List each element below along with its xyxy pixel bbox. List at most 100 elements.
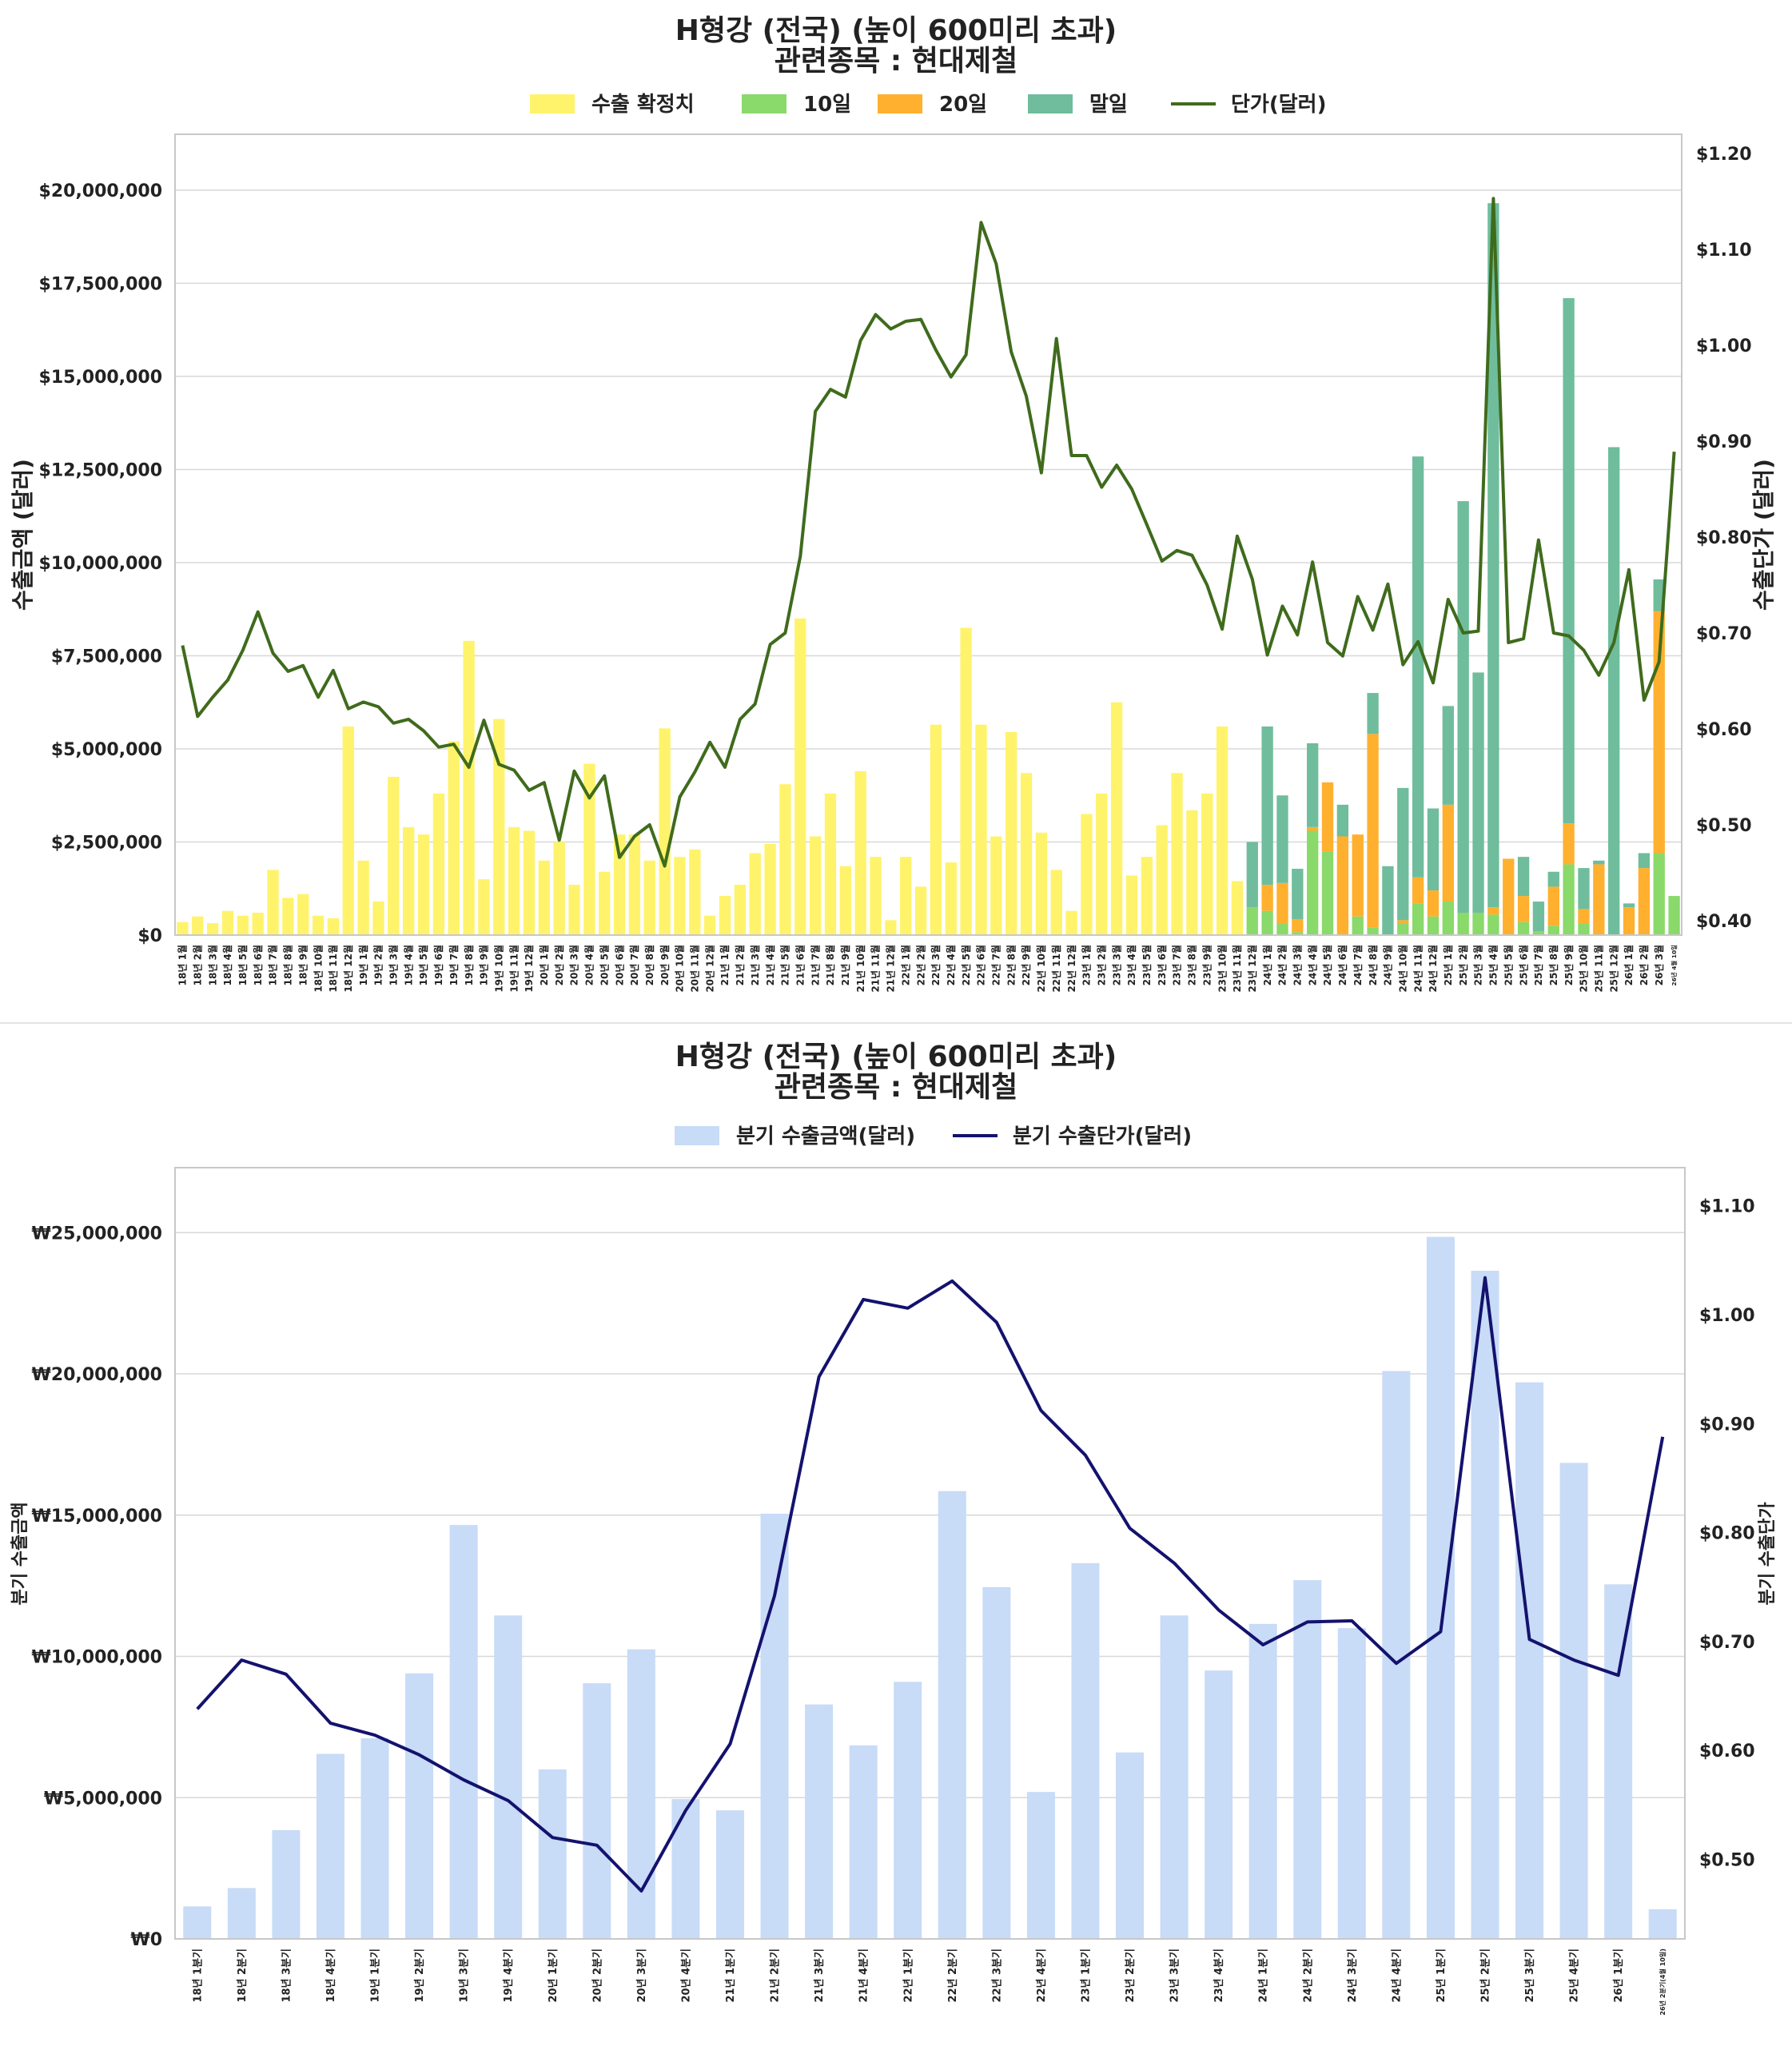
y2-tick-label: $0.80 <box>1699 1524 1755 1544</box>
bar-분기 수출금액(달러) <box>982 1586 1011 1939</box>
y-tick-label: $2,500,000 <box>51 833 162 853</box>
bar-말일 <box>1336 804 1349 837</box>
bar-수출 확정치 <box>357 860 369 935</box>
x-tick-label: 18년 4월 <box>221 945 233 985</box>
x-tick-label: 23년 6월 <box>1156 945 1168 985</box>
x-tick-label: 26년 2월 <box>1638 945 1650 985</box>
chart2-right-ticks: $0.50 $0.60 $0.70 $0.80 $0.90 $1.00 $1.10 <box>1699 1197 1755 1871</box>
y-tick-label: ₩0 <box>130 1930 162 1950</box>
bar-분기 수출금액(달러) <box>1071 1562 1100 1939</box>
x-tick-label: 22년 8월 <box>1005 945 1017 985</box>
bar-20일 <box>1336 836 1349 935</box>
y-tick-label: $12,500,000 <box>39 460 162 480</box>
bar-20일 <box>1352 834 1364 917</box>
bar-10일 <box>1276 924 1288 935</box>
x-tick-label: 20년 5월 <box>598 945 610 985</box>
price-line <box>181 197 1676 868</box>
bar-분기 수출금액(달러) <box>894 1682 922 1939</box>
x-tick-label: 19년 1월 <box>357 945 369 985</box>
chart2-plot-frame <box>174 1167 1686 1940</box>
bar-말일 <box>1608 447 1620 935</box>
x-tick-label: 25년 3월 <box>1472 945 1484 985</box>
y-tick-label: ₩5,000,000 <box>44 1789 162 1809</box>
x-tick-label: 25년 4분기 <box>1569 1948 1581 2003</box>
x-tick-label: 18년 11월 <box>327 945 339 993</box>
bar-수출 확정치 <box>417 834 430 935</box>
x-tick-label: 23년 3월 <box>1110 945 1122 985</box>
bar-10일 <box>1442 902 1454 935</box>
bar-말일 <box>1578 868 1590 910</box>
x-tick-label: 24년 4월 <box>1306 945 1318 985</box>
bar-수출 확정치 <box>975 724 987 935</box>
bar-20일 <box>1321 782 1334 852</box>
bar-수출 확정치 <box>1156 825 1168 935</box>
x-tick-label: 20년 8월 <box>643 945 655 985</box>
bar-수출 확정치 <box>794 618 806 935</box>
bar-수출 확정치 <box>734 885 747 935</box>
x-tick-label: 22년 2월 <box>914 945 926 985</box>
bar-10일 <box>1457 913 1469 935</box>
bar-20일 <box>1276 882 1288 925</box>
chart2-title: H형강 (전국) (높이 600미리 초과) <box>675 1041 1117 1073</box>
x-tick-label: 22년 3월 <box>930 945 942 985</box>
bar-분기 수출금액(달러) <box>494 1615 523 1939</box>
x-tick-label: 26년 3월 <box>1653 945 1665 985</box>
x-tick-label: 24년 2분기 <box>1302 1948 1314 2003</box>
bar-수출 확정치 <box>613 834 626 935</box>
bar-20일 <box>1367 734 1379 928</box>
x-tick-label: 19년 10월 <box>493 945 505 993</box>
chart2-bars <box>183 1236 1677 1939</box>
bar-수출 확정치 <box>1006 732 1017 935</box>
x-tick-label: 22년 5월 <box>960 945 972 985</box>
x-tick-label: 19년 7월 <box>448 945 460 985</box>
bar-10일 <box>1472 913 1484 935</box>
x-tick-label: 19년 12월 <box>523 945 535 993</box>
bar-수출 확정치 <box>749 853 761 935</box>
y2-tick-label: $1.10 <box>1696 241 1752 261</box>
bar-분기 수출금액(달러) <box>760 1514 789 1939</box>
x-tick-label: 19년 9월 <box>478 945 490 985</box>
bar-분기 수출금액(달러) <box>1648 1909 1677 1939</box>
bar-수출 확정치 <box>900 857 912 935</box>
y2-tick-label: $0.50 <box>1699 1851 1755 1871</box>
x-tick-label: 18년 9월 <box>297 945 309 985</box>
x-tick-label: 20년 9월 <box>659 945 671 985</box>
bar-20일 <box>1517 896 1530 922</box>
x-tick-label: 24년 1분기 <box>1258 1948 1270 2003</box>
x-tick-label: 18년 12월 <box>342 945 354 993</box>
bar-수출 확정치 <box>523 830 536 935</box>
bar-수출 확정치 <box>854 770 866 935</box>
legend-swatch-20day <box>878 94 922 113</box>
bar-말일 <box>1397 787 1409 921</box>
y2-tick-label: $1.10 <box>1699 1197 1755 1217</box>
x-tick-label: 21년 12월 <box>885 945 897 993</box>
quarterly-chart: H형강 (전국) (높이 600미리 초과) 관련종목 : 현대제철 분기 수출… <box>10 1041 1778 2016</box>
bar-20일 <box>1503 858 1515 935</box>
legend-swatch-confirmed <box>530 94 575 113</box>
bar-분기 수출금액(달러) <box>1337 1628 1366 1939</box>
bar-수출 확정치 <box>704 915 716 935</box>
bar-10일 <box>1668 896 1680 935</box>
bar-분기 수출금액(달러) <box>1205 1670 1233 1939</box>
bar-10일 <box>1292 932 1304 935</box>
bar-말일 <box>1442 706 1454 805</box>
y2-tick-label: $0.80 <box>1696 528 1752 548</box>
x-tick-label: 25년 7월 <box>1532 945 1544 985</box>
bar-수출 확정치 <box>914 886 927 935</box>
bar-수출 확정치 <box>1050 870 1062 935</box>
x-tick-label: 18년 2분기 <box>237 1948 249 2003</box>
bar-수출 확정치 <box>1231 881 1244 935</box>
x-tick-label: 25년 2분기 <box>1480 1948 1492 2003</box>
bar-말일 <box>1532 902 1545 932</box>
bar-20일 <box>1638 868 1651 935</box>
bar-수출 확정치 <box>177 921 189 935</box>
bar-분기 수출금액(달러) <box>449 1525 478 1939</box>
chart1-x-ticks: 18년 1월 18년 2월 18년 3월 18년 4월 18년 5월 18년 6월 18년 … <box>177 945 1679 993</box>
x-tick-label: 19년 8월 <box>463 945 475 985</box>
x-tick-label: 23년 9월 <box>1201 945 1213 985</box>
bar-수출 확정치 <box>478 879 490 935</box>
y2-tick-label: $0.40 <box>1696 912 1752 932</box>
x-tick-label: 19년 3월 <box>388 945 400 985</box>
bar-20일 <box>1412 877 1424 904</box>
y2-tick-label: $1.00 <box>1699 1306 1755 1326</box>
